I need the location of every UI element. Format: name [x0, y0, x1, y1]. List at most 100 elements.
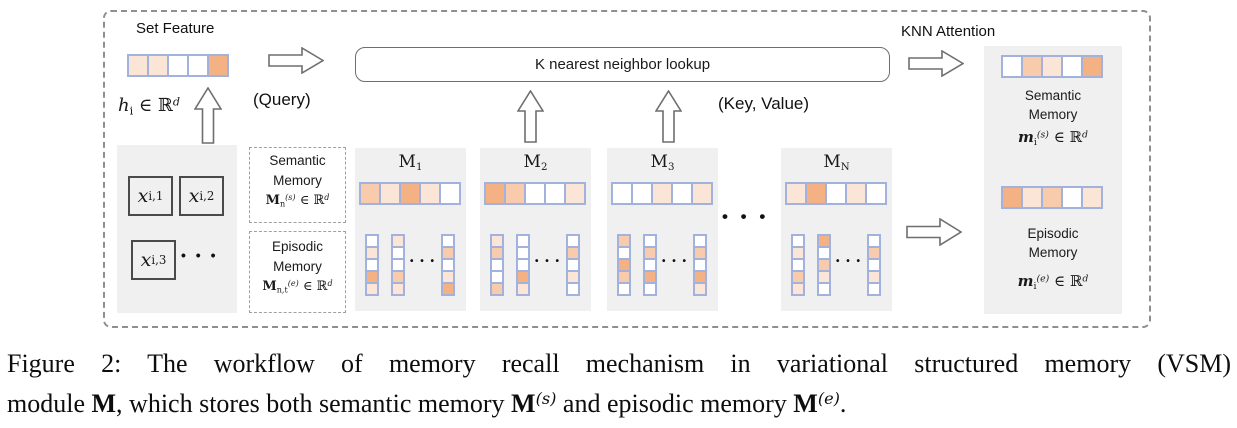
vector-cell: [365, 282, 379, 296]
figure-caption: Figure 2: The workflow of memory recall …: [7, 346, 1231, 421]
episodic-ellipsis: • • •: [534, 256, 562, 267]
caption-line1: Figure 2: The workflow of memory recall …: [7, 349, 1231, 378]
vector-cell: [484, 182, 506, 205]
semantic-vector: [359, 182, 461, 205]
episodic-output-formula: mi(e) ∈ ℝd: [984, 272, 1122, 292]
memory-block-title: MN: [781, 152, 892, 173]
semantic-vector: [484, 182, 586, 205]
vector-cell: [167, 54, 189, 77]
semantic-memory-key: Semantic Memory Mn(s) ∈ ℝd: [249, 147, 346, 223]
query-arrow-icon: [268, 47, 324, 74]
caption-bold-m: M: [793, 389, 818, 419]
formula-mid: ∈ ℝ: [302, 279, 328, 295]
vector-cell: [1021, 186, 1043, 209]
episodic-output-line2: Memory: [1028, 245, 1078, 260]
memory-block-title: M2: [480, 152, 591, 173]
episodic-vector: [516, 234, 530, 296]
title-base: M: [398, 152, 416, 172]
vector-cell: [825, 182, 847, 205]
episodic-memory-key-line1: Episodic: [271, 239, 324, 254]
vector-cell: [1061, 186, 1083, 209]
memory-block-m2: M2 • • •: [480, 148, 591, 311]
vector-cell: [147, 54, 169, 77]
episodic-output-vector: [1001, 186, 1103, 209]
title-base: M: [650, 152, 668, 172]
x-var: x: [140, 249, 152, 271]
vector-cell: [1081, 55, 1103, 78]
formula-sup: (s): [1036, 129, 1049, 141]
episodic-output-line1: Episodic: [1027, 226, 1079, 241]
formula-dim: d: [1082, 273, 1089, 285]
formula-var: h: [118, 95, 130, 116]
retrieve-arrow-icon: [906, 218, 962, 246]
input-item-x2: x i,2: [179, 176, 224, 216]
hidden-feature-formula: hi ∈ ℝd: [118, 95, 180, 117]
caption-bold-m: M: [91, 389, 117, 419]
episodic-memory-key-line2: Memory: [273, 259, 322, 274]
semantic-memory-key-formula: Mn(s) ∈ ℝd: [250, 193, 345, 208]
vector-cell: [564, 182, 586, 205]
vector-cell: [671, 182, 693, 205]
episodic-vector: [693, 234, 707, 296]
formula-mid: ∈ ℝ: [1054, 272, 1083, 290]
vector-cell: [1021, 55, 1043, 78]
formula-sub: n,t: [276, 285, 288, 295]
set-feature-label: Set Feature: [136, 20, 215, 37]
vector-cell: [187, 54, 209, 77]
semantic-output-line2: Memory: [1028, 107, 1078, 122]
formula-var: M: [262, 279, 277, 295]
episodic-ellipsis: • • •: [661, 256, 689, 267]
knn-attention-arrow-icon: [908, 50, 964, 77]
vector-cell: [207, 54, 229, 77]
memory-block-title: M1: [355, 152, 466, 173]
vector-cell: [524, 182, 546, 205]
formula-var: M: [265, 193, 280, 209]
memory-block-m1: M1 • • •: [355, 148, 466, 311]
semantic-vector: [611, 182, 713, 205]
semantic-output-line1: Semantic: [1024, 88, 1082, 103]
formula-sup: (e): [1036, 273, 1050, 285]
query-label: (Query): [253, 90, 311, 109]
vector-cell: [1041, 186, 1063, 209]
input-item-x3: x i,3: [131, 240, 176, 280]
episodic-vector: [566, 234, 580, 296]
vector-cell: [691, 182, 713, 205]
knn-attention-label: KNN Attention: [901, 23, 996, 40]
vector-cell: [439, 182, 461, 205]
semantic-output-vector: [1001, 55, 1103, 78]
vector-cell: [611, 182, 633, 205]
episodic-vector: [441, 234, 455, 296]
caption-text: .: [839, 389, 847, 419]
memory-blocks-ellipsis: • • •: [722, 207, 770, 226]
formula-sub: i: [1033, 280, 1037, 292]
vector-cell: [693, 282, 707, 296]
vector-cell: [379, 182, 401, 205]
key-value-up-arrow-icon: [655, 90, 682, 143]
formula-dim: d: [172, 95, 181, 109]
formula-sub: i: [129, 104, 134, 118]
memory-block-m3: M3 • • •: [607, 148, 718, 311]
caption-text: and episodic memory: [556, 389, 794, 419]
x-sub: i,2: [199, 189, 215, 203]
title-sub: 2: [540, 162, 548, 174]
vector-cell: [1061, 55, 1083, 78]
formula-dim: d: [1082, 129, 1088, 141]
title-sub: N: [840, 162, 850, 174]
formula-sup: (s): [285, 193, 296, 202]
vector-cell: [1001, 186, 1023, 209]
vector-cell: [791, 282, 805, 296]
vector-cell: [1001, 55, 1023, 78]
title-base: M: [823, 152, 841, 172]
recalled-memory-panel: Semantic Memory mi(s) ∈ ℝd Episodic Memo…: [984, 46, 1122, 314]
semantic-output-formula: mi(s) ∈ ℝd: [984, 128, 1122, 148]
formula-mid: ∈ ℝ: [138, 95, 173, 116]
vector-cell: [651, 182, 673, 205]
input-set-panel: x i,1 x i,2 x i,3 • • •: [117, 145, 237, 313]
title-sub: 3: [667, 162, 675, 174]
vector-cell: [441, 282, 455, 296]
caption-text: module: [7, 389, 92, 419]
semantic-memory-key-line1: Semantic: [269, 153, 326, 168]
vector-cell: [490, 282, 504, 296]
diagram-boundary: [103, 10, 1151, 328]
